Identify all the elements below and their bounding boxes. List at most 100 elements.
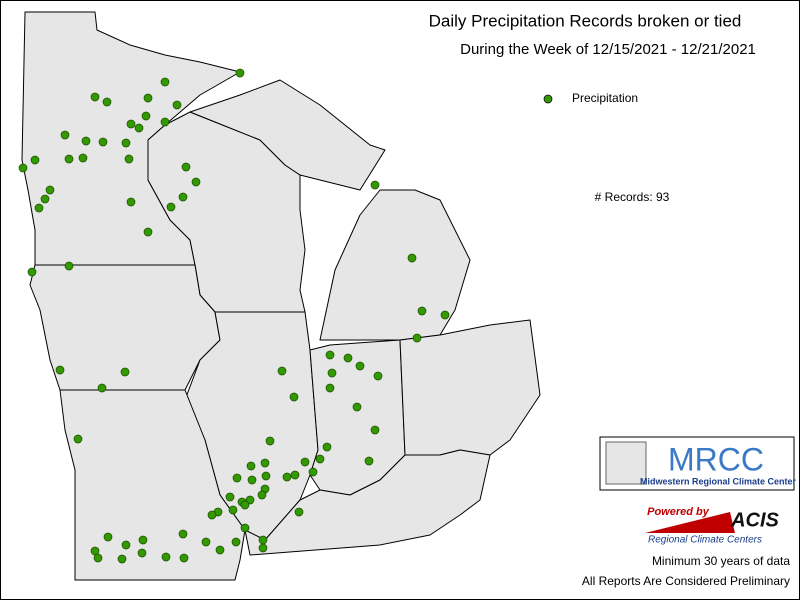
- record-marker: [370, 180, 380, 190]
- record-marker: [257, 490, 267, 500]
- record-marker: [18, 163, 28, 173]
- record-marker: [73, 434, 83, 444]
- title: Daily Precipitation Records broken or ti…: [429, 11, 742, 30]
- record-marker: [300, 457, 310, 467]
- record-marker: [231, 537, 241, 547]
- record-marker: [417, 306, 427, 316]
- michigan-upper: [189, 79, 386, 191]
- acis-swoosh: [645, 512, 735, 533]
- record-marker: [117, 554, 127, 564]
- record-marker: [93, 553, 103, 563]
- note: Minimum 30 years of data: [652, 554, 790, 568]
- record-marker: [315, 454, 325, 464]
- record-marker: [60, 130, 70, 140]
- acis-name: ACIS: [730, 509, 779, 531]
- record-marker: [161, 552, 171, 562]
- record-marker: [166, 202, 176, 212]
- record-marker: [102, 97, 112, 107]
- record-marker: [143, 227, 153, 237]
- record-marker: [247, 475, 257, 485]
- record-marker: [103, 532, 113, 542]
- legend-marker: [543, 94, 553, 104]
- logo-name: MRCC: [668, 441, 764, 477]
- record-marker: [282, 472, 292, 482]
- record-marker: [327, 368, 337, 378]
- record-marker: [343, 353, 353, 363]
- record-marker: [90, 92, 100, 102]
- record-marker: [40, 194, 50, 204]
- record-marker: [55, 365, 65, 375]
- record-marker: [121, 138, 131, 148]
- record-marker: [246, 461, 256, 471]
- record-marker: [258, 535, 268, 545]
- record-marker: [64, 261, 74, 271]
- record-marker: [181, 162, 191, 172]
- subtitle: During the Week of 12/15/2021 - 12/21/20…: [460, 41, 756, 58]
- record-marker: [294, 507, 304, 517]
- record-marker: [178, 192, 188, 202]
- record-marker: [215, 545, 225, 555]
- powered-label: Powered by: [647, 506, 710, 518]
- record-marker: [440, 310, 450, 320]
- record-marker: [191, 177, 201, 187]
- record-marker: [97, 383, 107, 393]
- record-marker: [207, 510, 217, 520]
- record-marker: [201, 537, 211, 547]
- record-marker: [364, 456, 374, 466]
- record-marker: [355, 361, 365, 371]
- record-marker: [126, 119, 136, 129]
- logo-map: [605, 441, 647, 485]
- record-marker: [228, 505, 238, 515]
- record-marker: [373, 371, 383, 381]
- kentucky: [244, 449, 491, 556]
- record-marker: [370, 425, 380, 435]
- record-marker: [160, 117, 170, 127]
- record-marker: [308, 467, 318, 477]
- record-marker: [81, 136, 91, 146]
- iowa: [29, 264, 221, 391]
- record-marker: [138, 535, 148, 545]
- record-marker: [322, 442, 332, 452]
- record-marker: [265, 436, 275, 446]
- record-marker: [134, 123, 144, 133]
- record-marker: [27, 267, 37, 277]
- record-marker: [240, 500, 250, 510]
- record-marker: [225, 492, 235, 502]
- states: [21, 11, 541, 581]
- record-marker: [235, 68, 245, 78]
- record-marker: [45, 185, 55, 195]
- record-marker: [143, 93, 153, 103]
- logo-full-name: Midwestern Regional Climate Center: [640, 476, 797, 486]
- record-marker: [137, 548, 147, 558]
- record-count: # Records: 93: [595, 190, 670, 204]
- record-marker: [261, 471, 271, 481]
- record-markers: [18, 68, 450, 564]
- record-marker: [179, 553, 189, 563]
- record-marker: [352, 402, 362, 412]
- record-marker: [290, 470, 300, 480]
- legend-label: Precipitation: [572, 91, 638, 105]
- record-marker: [277, 366, 287, 376]
- missouri: [59, 389, 246, 581]
- record-marker: [120, 367, 130, 377]
- acis-logo: Powered by ACIS Regional Climate Centers: [645, 506, 780, 546]
- record-marker: [64, 154, 74, 164]
- record-marker: [178, 529, 188, 539]
- record-marker: [126, 197, 136, 207]
- record-marker: [78, 153, 88, 163]
- record-marker: [240, 523, 250, 533]
- record-marker: [124, 154, 134, 164]
- record-marker: [258, 543, 268, 553]
- record-marker: [232, 473, 242, 483]
- record-marker: [172, 100, 182, 110]
- record-marker: [121, 540, 131, 550]
- record-marker: [325, 383, 335, 393]
- record-marker: [260, 458, 270, 468]
- record-marker: [30, 155, 40, 165]
- record-marker: [325, 350, 335, 360]
- mrcc-logo: MRCC Midwestern Regional Climate Center: [599, 436, 797, 491]
- record-marker: [34, 203, 44, 213]
- record-marker: [289, 392, 299, 402]
- record-marker: [412, 333, 422, 343]
